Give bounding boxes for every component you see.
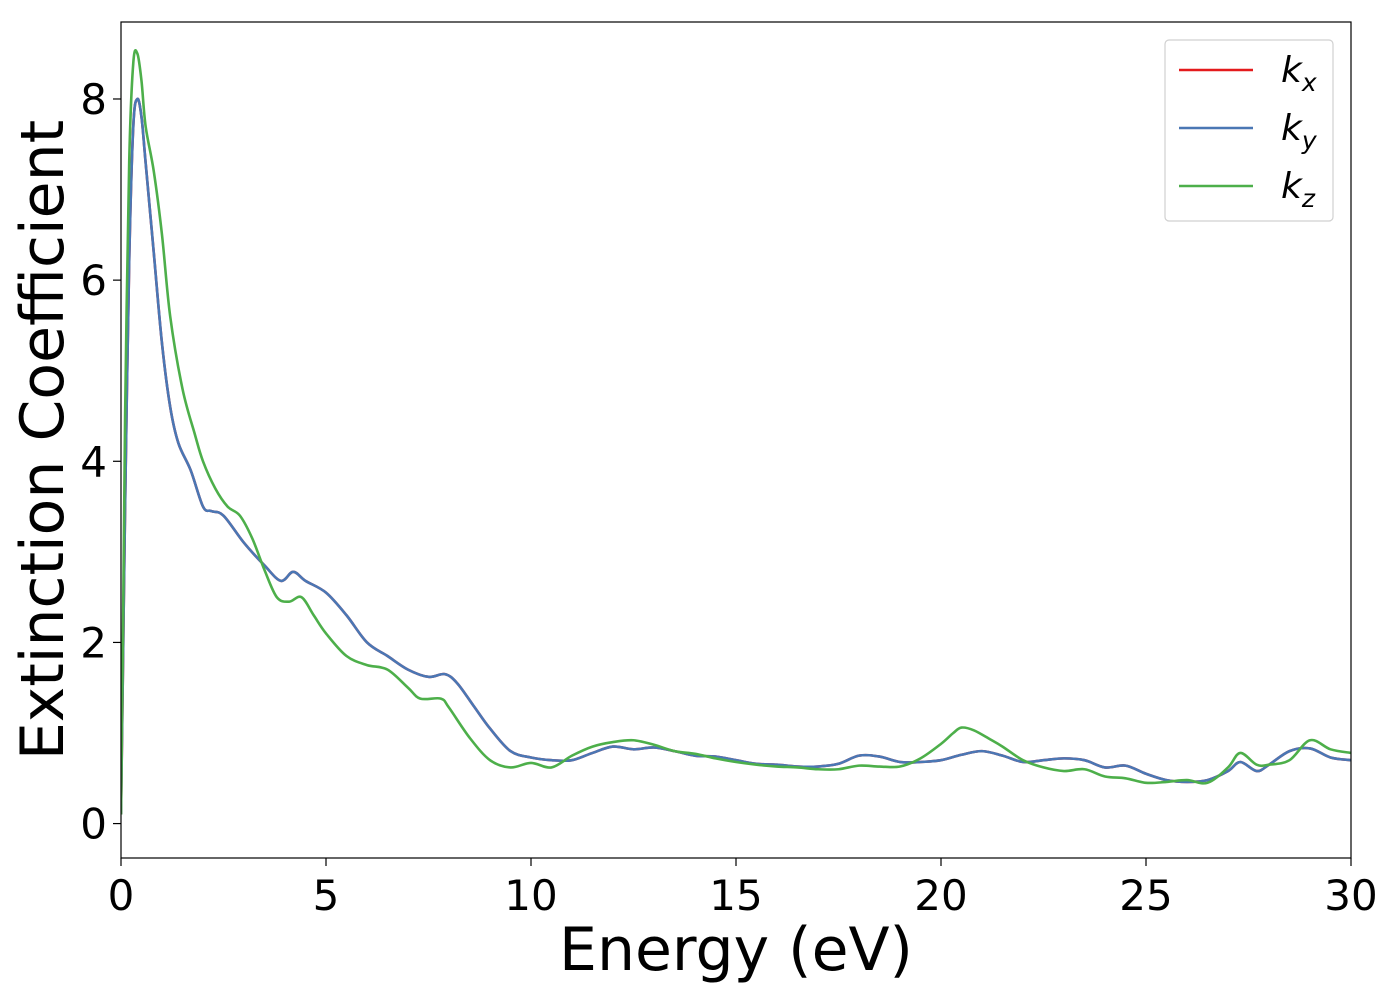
legend-label: kx xyxy=(1281,50,1317,97)
y-axis: 0 2 4 6 8 xyxy=(80,75,121,849)
plot-lines xyxy=(121,49,1351,815)
x-axis: 0 5 10 15 20 25 30 xyxy=(108,858,1378,920)
x-tick-label: 25 xyxy=(1119,871,1172,920)
y-tick-label: 0 xyxy=(80,800,107,849)
legend-box xyxy=(1164,39,1334,222)
y-axis-title: Extinction Coefficient xyxy=(8,120,78,760)
x-tick-label: 10 xyxy=(504,871,557,920)
x-tick-label: 5 xyxy=(313,871,340,920)
x-axis-title: Energy (eV) xyxy=(559,915,913,985)
x-tick-label: 0 xyxy=(108,871,135,920)
legend: kx ky kz xyxy=(1164,39,1334,222)
legend-label: ky xyxy=(1281,108,1318,155)
series-line-ky xyxy=(121,97,1351,815)
series-line-kz xyxy=(121,49,1351,815)
x-tick-label: 20 xyxy=(914,871,967,920)
y-tick-label: 8 xyxy=(80,75,107,124)
y-tick-label: 6 xyxy=(80,256,107,305)
y-tick-label: 2 xyxy=(80,618,107,667)
y-tick-label: 4 xyxy=(80,437,107,486)
legend-label: kz xyxy=(1281,166,1316,213)
x-tick-label: 15 xyxy=(709,871,762,920)
x-tick-label: 30 xyxy=(1324,871,1377,920)
